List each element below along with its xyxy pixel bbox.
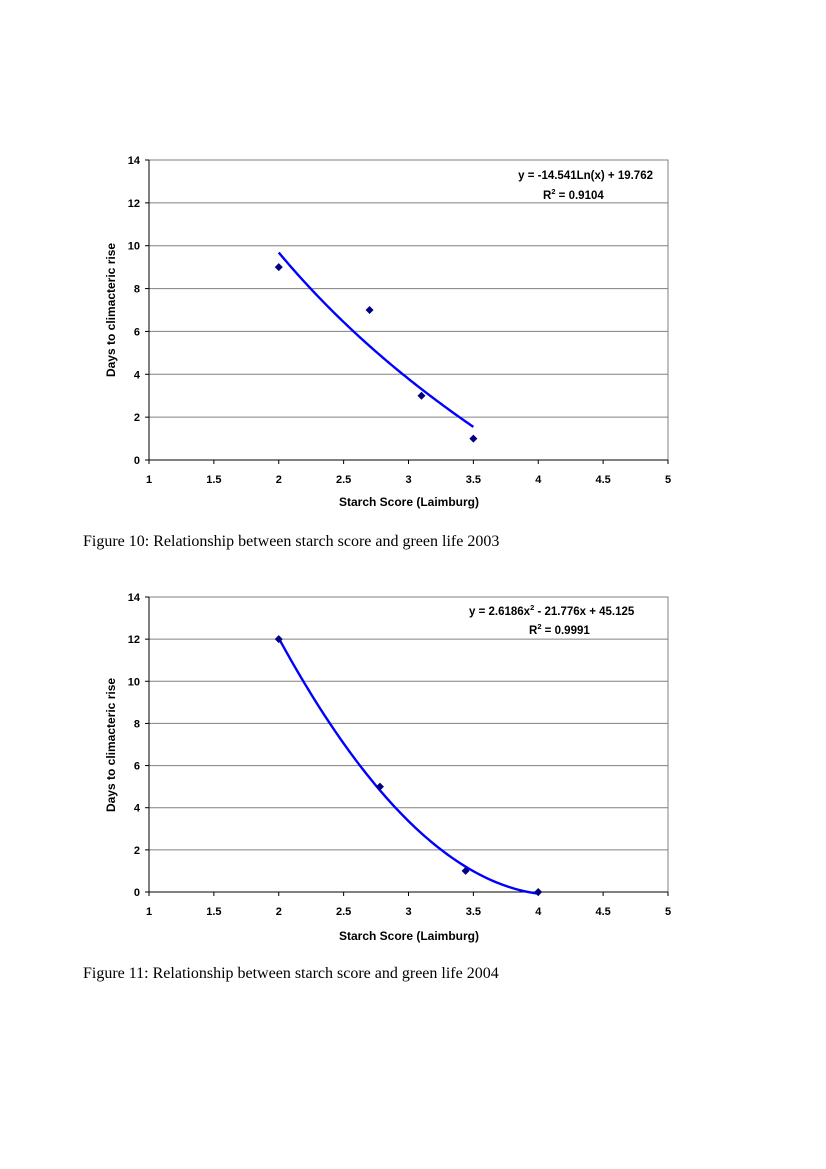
data-point: [274, 263, 283, 272]
data-point: [365, 306, 374, 314]
data-point: [274, 635, 283, 644]
y-tick-label: 10: [128, 676, 140, 688]
x-tick-label: 1.5: [206, 906, 221, 918]
y-axis-title: Days to climacteric rise: [104, 678, 118, 812]
plot-area-border: [148, 159, 669, 461]
data-point: [417, 391, 426, 400]
x-tick-label: 3.5: [466, 906, 481, 918]
chart-starch-2003: 0 2 4 6 8 10 12 14 1 1.5 2 2.5 3 3.5 4 4.5 5 y = -14.54…: [104, 155, 671, 509]
y-tick-label: 8: [134, 718, 140, 730]
x-tick-label: 1: [146, 474, 152, 486]
y-axis-ticks: 0 2 4 6 8 10 12 14: [128, 592, 150, 899]
grid-lines: [149, 202, 668, 418]
trend-equation: y = -14.541Ln(x) + 19.762: [518, 170, 653, 182]
y-tick-label: 0: [134, 887, 140, 899]
trend-equation: y = 2.6186x2 - 21.776x + 45.125: [469, 603, 635, 618]
x-axis-ticks: 1 1.5 2 2.5 3 3.5 4 4.5 5: [146, 891, 671, 918]
x-tick-label: 2.5: [336, 474, 351, 486]
y-tick-label: 4: [134, 369, 141, 381]
x-tick-label: 5: [665, 906, 671, 918]
data-point: [469, 434, 478, 443]
x-tick-label: 2.5: [336, 906, 351, 918]
trend-r-squared: R2 = 0.9104: [543, 187, 604, 202]
x-tick-label: 1.5: [206, 474, 221, 486]
y-axis-title: Days to climacteric rise: [104, 243, 118, 377]
y-tick-label: 6: [134, 761, 140, 773]
y-tick-label: 10: [128, 241, 140, 253]
y-tick-label: 2: [134, 412, 140, 424]
y-tick-label: 14: [128, 155, 141, 167]
trend-r-squared: R2 = 0.9991: [529, 622, 590, 637]
x-tick-label: 1: [146, 906, 152, 918]
y-tick-label: 8: [134, 284, 140, 296]
x-tick-label: 5: [665, 474, 671, 486]
data-points: [274, 263, 478, 443]
figure-caption: Figure 10: Relationship between starch s…: [83, 533, 500, 550]
data-point: [461, 866, 470, 875]
y-tick-label: 0: [134, 455, 140, 467]
x-tick-label: 2: [276, 474, 282, 486]
y-axis-ticks: 0 2 4 6 8 10 12 14: [128, 155, 150, 467]
y-tick-label: 14: [128, 592, 141, 604]
x-tick-label: 3: [405, 906, 411, 918]
x-tick-label: 3: [405, 474, 411, 486]
data-point: [534, 888, 543, 896]
x-tick-label: 4.5: [595, 474, 610, 486]
x-tick-label: 4.5: [595, 906, 610, 918]
grid-lines: [149, 638, 668, 851]
x-tick-label: 4: [535, 906, 542, 918]
x-tick-label: 2: [276, 906, 282, 918]
y-tick-label: 6: [134, 326, 140, 338]
trendline-curve: [277, 251, 475, 428]
x-axis-title: Starch Score (Laimburg): [339, 495, 479, 509]
x-axis-ticks: 1 1.5 2 2.5 3 3.5 4 4.5 5: [146, 459, 671, 486]
trendline-curve: [277, 637, 539, 895]
plot-area-border: [148, 596, 669, 893]
x-axis-title: Starch Score (Laimburg): [339, 929, 479, 943]
y-tick-label: 4: [134, 803, 141, 815]
data-points: [274, 635, 543, 896]
x-tick-label: 3.5: [466, 474, 481, 486]
y-tick-label: 2: [134, 845, 140, 857]
y-tick-label: 12: [128, 634, 140, 646]
data-point: [375, 782, 384, 791]
figure-caption: Figure 11: Relationship between starch s…: [83, 965, 499, 982]
x-tick-label: 4: [535, 474, 542, 486]
y-tick-label: 12: [128, 198, 140, 210]
chart-starch-2004: 0 2 4 6 8 10 12 14 1 1.5 2 2.5 3 3.5 4 4.5 5 y = 2.6186…: [104, 592, 671, 943]
